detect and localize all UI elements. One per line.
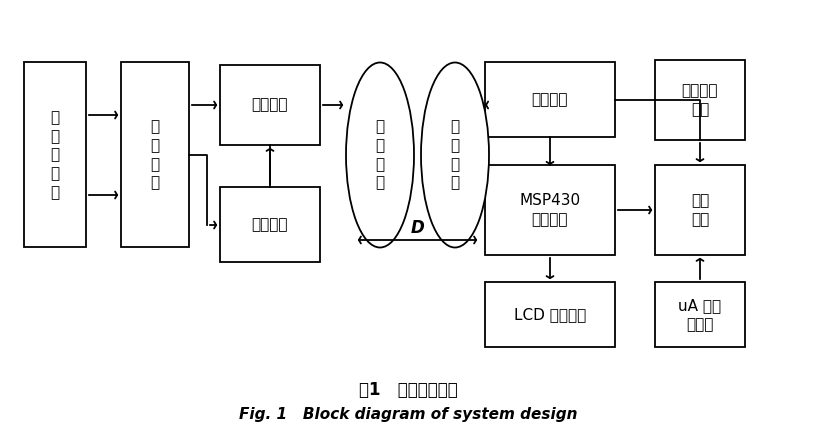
- Bar: [121, 63, 189, 247]
- Bar: [655, 60, 745, 140]
- Text: 电
源
管
理: 电 源 管 理: [150, 120, 159, 190]
- Text: 功率放大: 功率放大: [252, 98, 288, 112]
- Bar: [485, 283, 615, 348]
- Bar: [485, 63, 615, 138]
- Text: Fig. 1   Block diagram of system design: Fig. 1 Block diagram of system design: [239, 408, 578, 422]
- Text: 耦
合
线
圈: 耦 合 线 圈: [376, 120, 385, 190]
- Text: LCD 充电指示: LCD 充电指示: [514, 307, 586, 323]
- Text: 整流稳压: 整流稳压: [532, 92, 569, 108]
- Text: D: D: [411, 219, 425, 237]
- Ellipse shape: [421, 63, 489, 247]
- Bar: [220, 188, 320, 263]
- Text: 恒流
充电: 恒流 充电: [691, 193, 709, 227]
- Ellipse shape: [346, 63, 414, 247]
- Text: 耦
合
线
圈: 耦 合 线 圈: [450, 120, 459, 190]
- Bar: [655, 283, 745, 348]
- Text: 频率振荡: 频率振荡: [252, 217, 288, 233]
- Text: 充电方式
选择: 充电方式 选择: [681, 83, 718, 117]
- Text: uA 表头
电流表: uA 表头 电流表: [678, 298, 721, 332]
- Bar: [655, 165, 745, 255]
- Bar: [485, 165, 615, 255]
- Bar: [220, 65, 320, 145]
- Text: 图1   系统设计框图: 图1 系统设计框图: [359, 381, 458, 399]
- Text: MSP430
控制系统: MSP430 控制系统: [520, 193, 581, 227]
- Bar: [24, 63, 86, 247]
- Text: 交
直
流
供
电: 交 直 流 供 电: [51, 110, 60, 200]
